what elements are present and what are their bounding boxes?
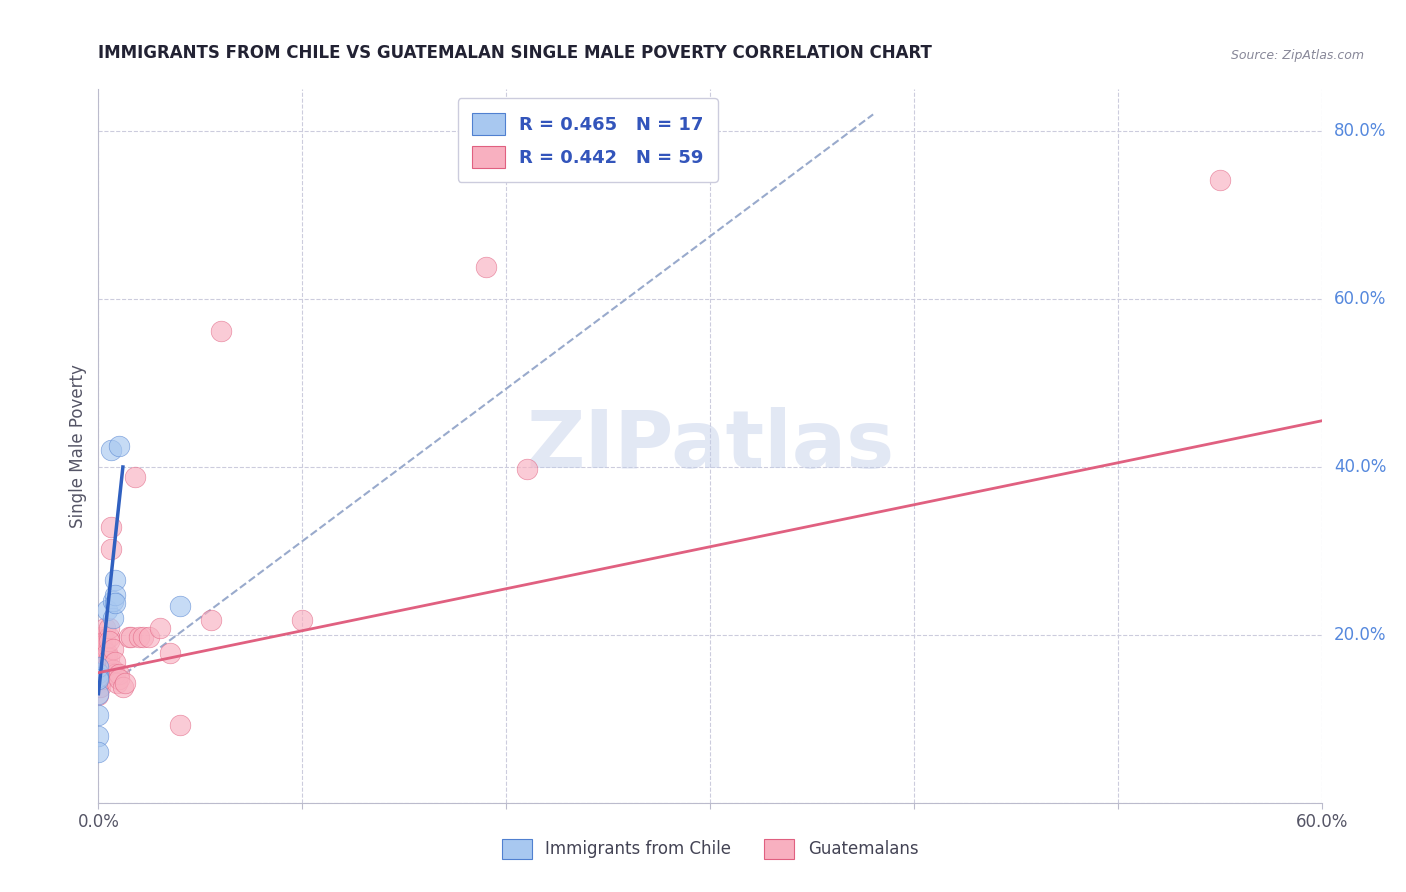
- Point: [138, 630, 160, 644]
- Point: [169, 717, 191, 731]
- Point: [124, 470, 146, 484]
- Point: [91, 638, 114, 652]
- Point: [474, 260, 498, 275]
- Text: 60.0%: 60.0%: [1334, 290, 1386, 308]
- Point: [87, 663, 110, 677]
- Point: [108, 667, 131, 681]
- Point: [96, 646, 118, 660]
- Point: [118, 630, 141, 644]
- Point: [87, 660, 110, 674]
- Point: [87, 689, 110, 703]
- Point: [96, 651, 118, 665]
- Point: [128, 630, 150, 644]
- Point: [200, 613, 222, 627]
- Point: [91, 655, 114, 669]
- Point: [100, 665, 122, 680]
- Point: [104, 596, 127, 610]
- Point: [96, 660, 118, 674]
- Point: [89, 660, 111, 674]
- Text: ZIPatlas: ZIPatlas: [526, 407, 894, 485]
- Point: [97, 630, 120, 644]
- Point: [87, 670, 110, 684]
- Point: [87, 687, 110, 701]
- Legend: Immigrants from Chile, Guatemalans: Immigrants from Chile, Guatemalans: [495, 832, 925, 866]
- Point: [1209, 173, 1232, 187]
- Point: [108, 439, 131, 453]
- Point: [91, 659, 114, 673]
- Point: [89, 651, 111, 665]
- Point: [101, 611, 124, 625]
- Point: [108, 672, 131, 686]
- Point: [93, 650, 115, 665]
- Point: [100, 520, 122, 534]
- Point: [96, 603, 118, 617]
- Point: [93, 633, 115, 648]
- Point: [87, 668, 110, 682]
- Point: [91, 646, 114, 660]
- Point: [89, 632, 111, 646]
- Point: [91, 650, 114, 665]
- Point: [93, 650, 115, 665]
- Point: [87, 707, 110, 722]
- Point: [100, 443, 122, 458]
- Point: [159, 646, 181, 660]
- Point: [209, 324, 232, 338]
- Y-axis label: Single Male Poverty: Single Male Poverty: [69, 364, 87, 528]
- Point: [132, 630, 155, 644]
- Point: [89, 680, 111, 694]
- Point: [100, 542, 122, 557]
- Point: [104, 574, 127, 588]
- Point: [87, 660, 110, 674]
- Point: [104, 655, 127, 669]
- Point: [91, 630, 114, 644]
- Point: [291, 613, 314, 627]
- Point: [96, 663, 118, 677]
- Point: [101, 594, 124, 608]
- Point: [87, 746, 110, 760]
- Text: 40.0%: 40.0%: [1334, 458, 1386, 476]
- Point: [89, 663, 111, 677]
- Point: [97, 651, 120, 665]
- Point: [97, 633, 120, 648]
- Point: [120, 630, 142, 644]
- Text: 20.0%: 20.0%: [1334, 626, 1386, 644]
- Point: [101, 642, 124, 657]
- Point: [87, 672, 110, 686]
- Point: [87, 670, 110, 684]
- Point: [87, 729, 110, 743]
- Point: [87, 680, 110, 694]
- Point: [87, 665, 110, 680]
- Point: [111, 680, 134, 694]
- Text: IMMIGRANTS FROM CHILE VS GUATEMALAN SINGLE MALE POVERTY CORRELATION CHART: IMMIGRANTS FROM CHILE VS GUATEMALAN SING…: [98, 45, 932, 62]
- Point: [105, 675, 128, 690]
- Point: [93, 646, 115, 660]
- Text: 80.0%: 80.0%: [1334, 122, 1386, 140]
- Point: [114, 675, 136, 690]
- Text: Source: ZipAtlas.com: Source: ZipAtlas.com: [1230, 49, 1364, 62]
- Point: [104, 667, 127, 681]
- Point: [97, 621, 120, 635]
- Point: [516, 461, 538, 475]
- Point: [101, 663, 124, 677]
- Point: [104, 588, 127, 602]
- Point: [87, 675, 110, 690]
- Point: [91, 672, 114, 686]
- Point: [149, 621, 172, 635]
- Point: [93, 621, 115, 635]
- Point: [169, 599, 191, 613]
